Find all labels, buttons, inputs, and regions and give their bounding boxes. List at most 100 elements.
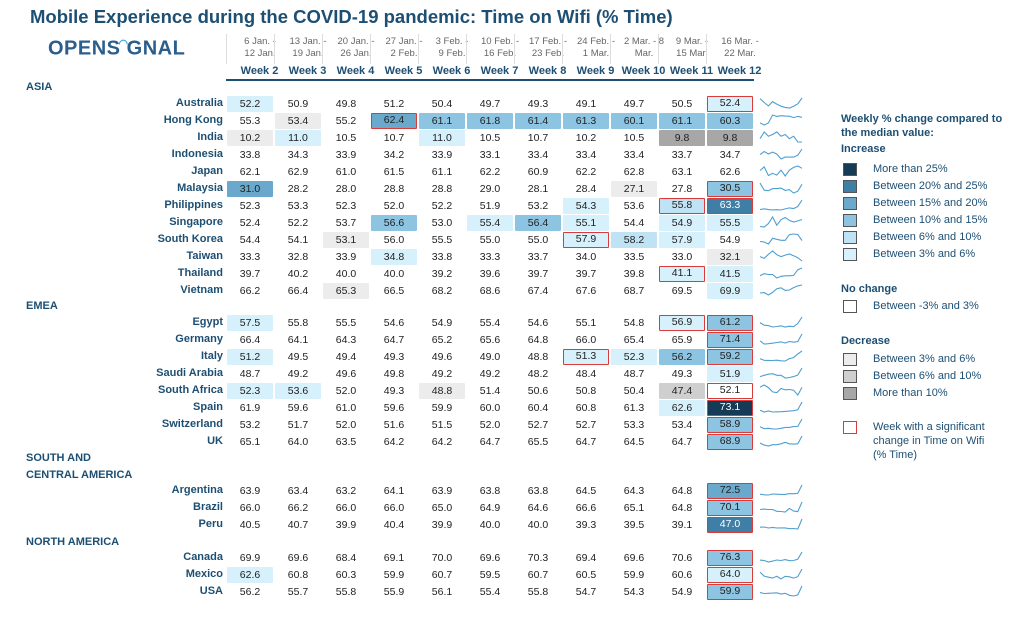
data-cell: 65.6	[467, 331, 513, 348]
data-cell: 51.4	[467, 382, 513, 399]
data-cell: 62.4	[371, 112, 417, 129]
data-cell: 51.9	[467, 197, 513, 214]
data-cell: 49.3	[515, 95, 561, 112]
country-label: Malaysia	[177, 182, 223, 194]
data-cell: 52.4	[707, 95, 753, 112]
data-cell: 49.4	[323, 348, 369, 365]
country-label: Egypt	[192, 316, 223, 328]
data-cell: 61.2	[707, 314, 753, 331]
week-label-header: Week 3	[288, 65, 327, 77]
week-date-line: 23 Feb.	[531, 48, 565, 59]
data-cell: 33.9	[323, 248, 369, 265]
data-cell: 52.0	[323, 416, 369, 433]
data-cell: 51.2	[371, 95, 417, 112]
data-cell: 62.2	[467, 163, 513, 180]
data-cell: 64.7	[563, 433, 609, 450]
data-cell: 62.1	[227, 163, 273, 180]
sparkline-trend	[759, 518, 803, 530]
data-cell: 10.2	[227, 129, 273, 146]
legend-swatch	[843, 214, 857, 227]
legend-title-line: the median value:	[841, 127, 934, 139]
data-cell: 39.7	[563, 265, 609, 282]
data-cell: 60.1	[611, 112, 657, 129]
legend-item-label: Between -3% and 3%	[873, 300, 979, 312]
sparkline	[759, 551, 803, 563]
data-cell: 53.2	[515, 197, 561, 214]
region-label: ASIA	[26, 81, 52, 94]
country-label: Saudi Arabia	[156, 367, 223, 379]
data-cell: 39.2	[419, 265, 465, 282]
data-cell: 11.0	[419, 129, 465, 146]
data-cell: 52.0	[467, 416, 513, 433]
data-cell: 64.8	[515, 331, 561, 348]
data-cell: 64.1	[371, 482, 417, 499]
data-cell: 33.4	[611, 146, 657, 163]
data-cell: 49.5	[275, 348, 321, 365]
week-date-line: 6 Jan. -	[244, 36, 276, 47]
data-cell: 57.9	[563, 231, 609, 248]
data-cell: 48.2	[515, 365, 561, 382]
data-cell: 66.0	[563, 331, 609, 348]
week-date-line: 17 Feb. -	[528, 36, 568, 47]
data-cell: 56.6	[371, 214, 417, 231]
data-cell: 61.5	[371, 163, 417, 180]
country-label: Taiwan	[186, 250, 223, 262]
data-cell: 65.2	[419, 331, 465, 348]
data-cell: 61.9	[227, 399, 273, 416]
data-cell: 66.4	[275, 282, 321, 299]
week-label-header: Week 11	[669, 65, 714, 77]
data-cell: 40.2	[275, 265, 321, 282]
week-date-line: 16 Feb.	[483, 48, 517, 59]
data-cell: 63.3	[707, 197, 753, 214]
region-label-line: NORTH AMERICA	[26, 536, 120, 548]
sparkline-trend	[759, 333, 803, 345]
data-cell: 34.3	[275, 146, 321, 163]
data-cell: 55.0	[515, 231, 561, 248]
data-cell: 55.9	[371, 583, 417, 600]
data-cell: 54.4	[611, 214, 657, 231]
data-cell: 52.2	[275, 214, 321, 231]
data-cell: 64.0	[707, 566, 753, 583]
week-dates-header: 3 Feb. -9 Feb.	[418, 34, 485, 64]
week-dates-header: 20 Jan. -26 Jan.	[322, 34, 389, 64]
data-cell: 57.9	[659, 231, 705, 248]
data-cell: 33.8	[227, 146, 273, 163]
data-cell: 61.3	[611, 399, 657, 416]
data-cell: 51.3	[563, 348, 609, 365]
country-label: Peru	[198, 518, 223, 530]
country-label: Vietnam	[180, 284, 223, 296]
data-cell: 9.8	[707, 129, 753, 146]
data-cell: 10.5	[323, 129, 369, 146]
sparkline-trend	[759, 97, 803, 109]
data-cell: 52.3	[611, 348, 657, 365]
data-cell: 53.0	[419, 214, 465, 231]
data-cell: 72.5	[707, 482, 753, 499]
sparkline	[759, 131, 802, 143]
legend-swatch	[843, 231, 857, 244]
data-cell: 53.7	[323, 214, 369, 231]
data-cell: 50.8	[563, 382, 609, 399]
region-label-line: EMEA	[26, 300, 58, 312]
data-cell: 28.8	[419, 180, 465, 197]
data-cell: 40.0	[515, 516, 561, 533]
data-cell: 61.0	[323, 399, 369, 416]
data-cell: 55.8	[323, 583, 369, 600]
week-date-line: 13 Jan. -	[289, 36, 327, 47]
data-cell: 66.0	[371, 499, 417, 516]
data-cell: 48.8	[419, 382, 465, 399]
data-cell: 54.7	[563, 583, 609, 600]
data-cell: 28.0	[323, 180, 369, 197]
week-label-header: Week 2	[240, 65, 279, 77]
data-cell: 57.5	[227, 314, 273, 331]
data-cell: 55.5	[323, 314, 369, 331]
sparkline	[759, 333, 803, 345]
legend-item-label: Between 3% and 6%	[873, 353, 976, 365]
legend-decrease-title: Decrease	[841, 335, 890, 347]
data-cell: 60.4	[515, 399, 561, 416]
data-cell: 52.0	[371, 197, 417, 214]
data-cell: 60.3	[323, 566, 369, 583]
legend-significant-line: change in Time on Wifi	[873, 435, 985, 447]
sparkline	[759, 585, 803, 597]
legend-significant-line: (% Time)	[873, 449, 917, 461]
data-cell: 10.7	[515, 129, 561, 146]
